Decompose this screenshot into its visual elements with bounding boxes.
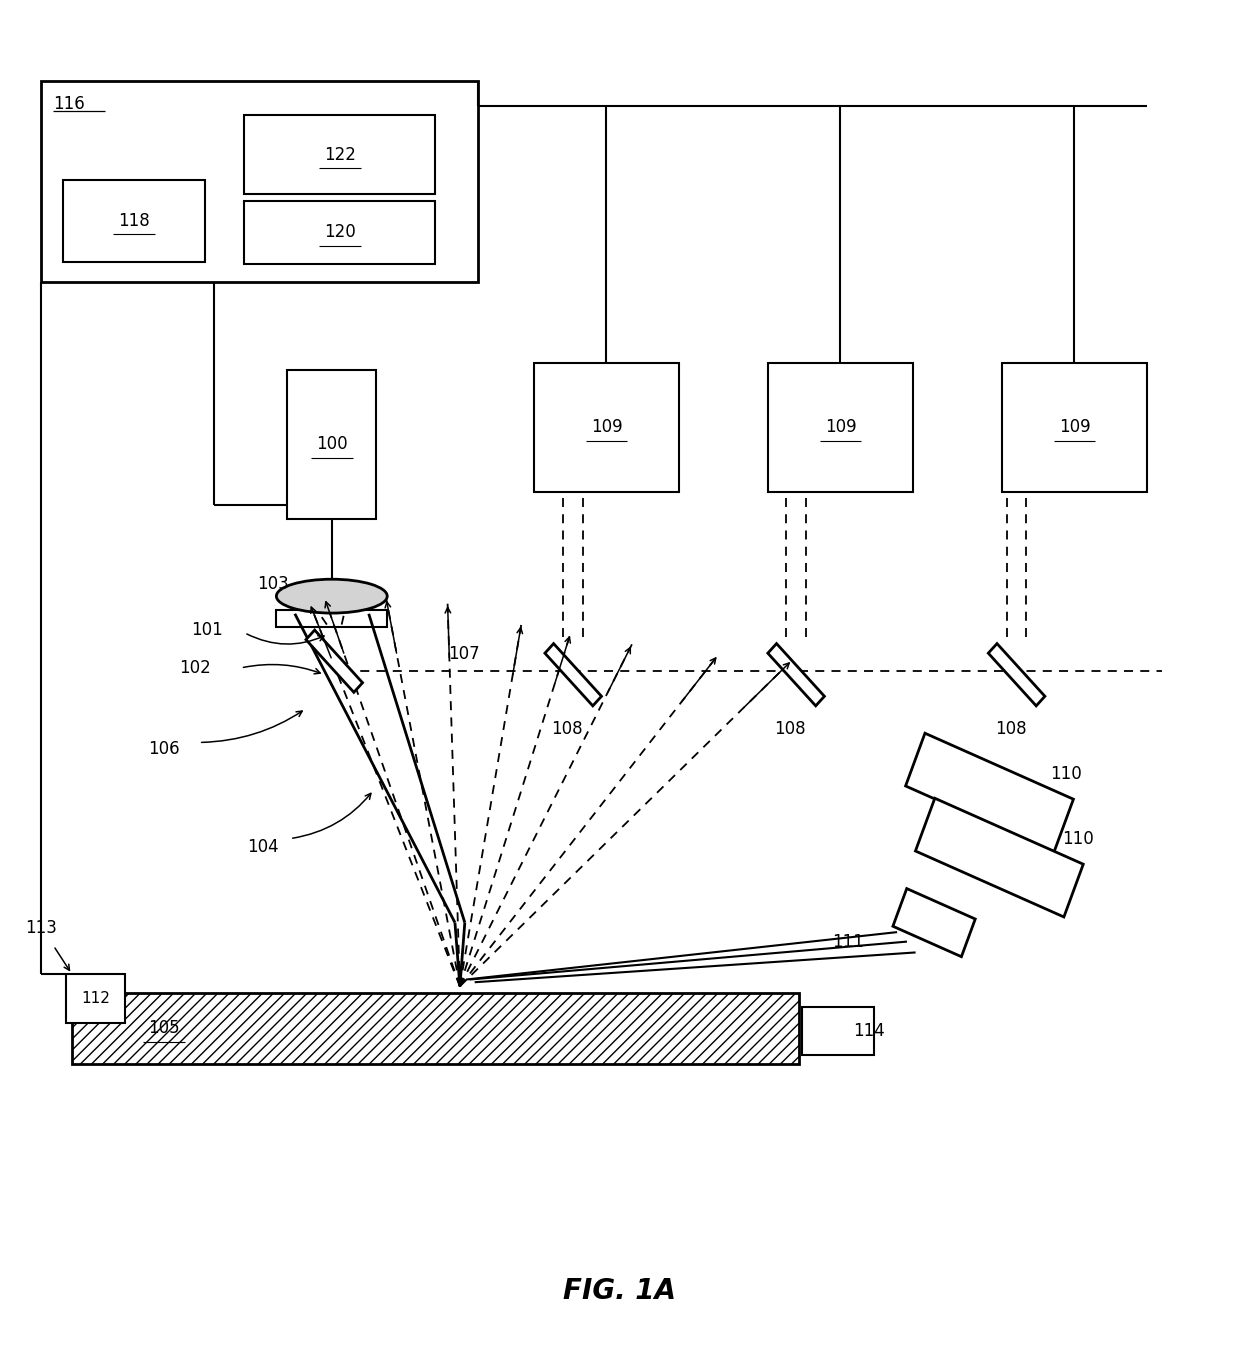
Polygon shape bbox=[905, 733, 1074, 852]
Polygon shape bbox=[544, 643, 601, 706]
Polygon shape bbox=[988, 643, 1045, 706]
Bar bbox=[768, 363, 913, 492]
Text: 101: 101 bbox=[191, 622, 223, 639]
Text: 110: 110 bbox=[1063, 830, 1094, 848]
Text: 105: 105 bbox=[149, 1020, 180, 1037]
Polygon shape bbox=[768, 643, 825, 706]
Text: 100: 100 bbox=[316, 435, 347, 454]
Text: 102: 102 bbox=[180, 658, 211, 677]
Text: FIG. 1A: FIG. 1A bbox=[563, 1277, 677, 1306]
Text: 113: 113 bbox=[25, 919, 57, 936]
Bar bbox=[288, 369, 376, 519]
Text: 104: 104 bbox=[247, 838, 279, 856]
Text: 103: 103 bbox=[257, 575, 289, 593]
Text: 109: 109 bbox=[825, 418, 857, 436]
Bar bbox=[244, 200, 435, 264]
Text: 108: 108 bbox=[994, 720, 1027, 737]
Text: 109: 109 bbox=[1059, 418, 1090, 436]
Text: 122: 122 bbox=[324, 146, 356, 164]
Text: 114: 114 bbox=[853, 1022, 884, 1040]
Polygon shape bbox=[893, 889, 975, 957]
Polygon shape bbox=[915, 799, 1084, 917]
Text: 108: 108 bbox=[552, 720, 583, 737]
Bar bbox=[802, 1007, 874, 1055]
Text: 108: 108 bbox=[774, 720, 806, 737]
Text: 116: 116 bbox=[53, 95, 86, 113]
Text: 109: 109 bbox=[590, 418, 622, 436]
Text: 106: 106 bbox=[149, 740, 180, 758]
Bar bbox=[1002, 363, 1147, 492]
Text: 118: 118 bbox=[118, 211, 150, 230]
Text: 111: 111 bbox=[832, 932, 864, 950]
Bar bbox=[66, 975, 125, 1022]
Text: 120: 120 bbox=[324, 224, 356, 241]
Bar bbox=[244, 116, 435, 194]
Text: 110: 110 bbox=[1050, 765, 1081, 782]
Bar bbox=[63, 180, 205, 262]
Bar bbox=[72, 994, 799, 1063]
Bar bbox=[533, 363, 680, 492]
Bar bbox=[277, 611, 387, 627]
Bar bbox=[41, 82, 479, 282]
Text: 107: 107 bbox=[448, 646, 480, 664]
Text: 112: 112 bbox=[81, 991, 110, 1006]
Polygon shape bbox=[306, 630, 362, 692]
Ellipse shape bbox=[277, 579, 387, 613]
